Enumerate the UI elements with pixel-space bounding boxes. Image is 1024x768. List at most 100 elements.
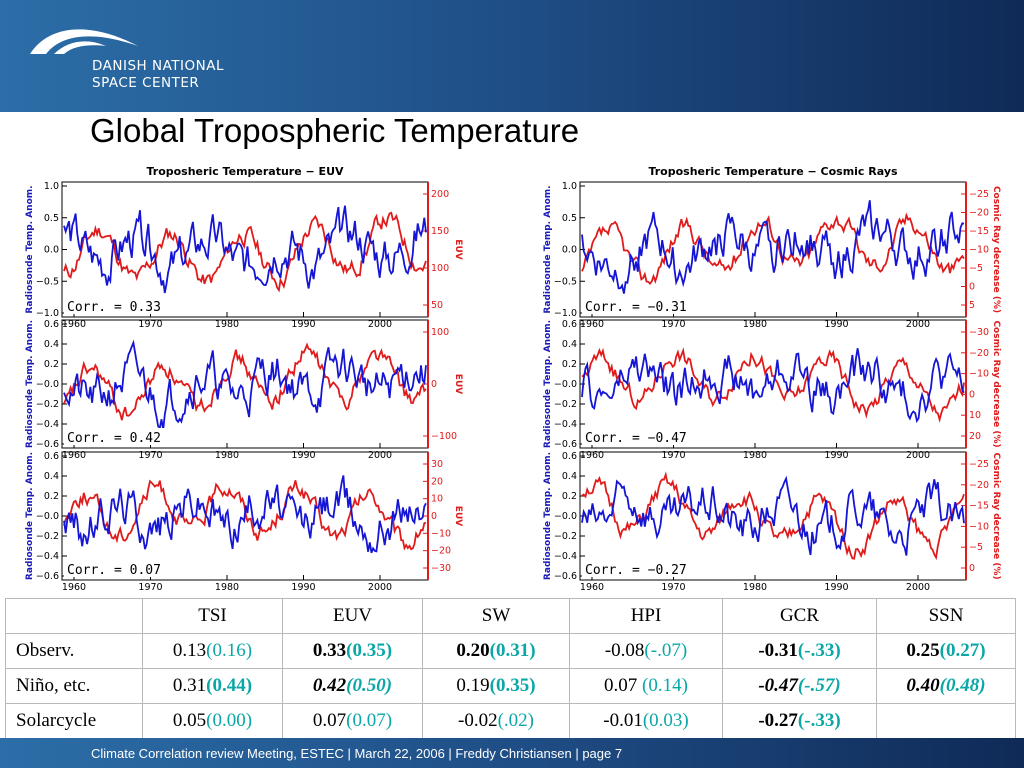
table-cell: 0.25(0.27) [876,633,1016,669]
x-tick-label: 1970 [661,450,685,461]
right-tick-label: 200 [431,189,449,200]
left-tick-label: 0.4 [562,339,577,350]
cell-paren-value: (.02) [497,710,534,731]
left-tick-label: −0.0 [36,379,59,390]
right-tick-label: 5 [969,300,975,311]
proxy-series-line [581,212,965,285]
x-tick-label: 2000 [906,450,930,461]
cell-paren-value: (0.27) [939,640,986,661]
x-tick-label: 1970 [138,582,162,593]
observed-series-line [581,200,965,294]
y-right-axis-label: EUV [453,374,463,394]
left-tick-label: −0.6 [36,571,59,582]
y-left-axis-label: Radiosonde Temp. Anom. [25,320,35,448]
observed-series-line [63,475,427,554]
x-tick-label: 1980 [743,582,767,593]
table-header-cell: HPI [569,598,723,634]
observed-series-line [63,339,427,430]
table-header-cell: SW [422,598,570,634]
cell-value: 0.42 [312,675,347,696]
panel-frame [579,181,967,318]
header-banner: DANISH NATIONAL SPACE CENTER [0,0,1024,112]
x-tick-label: 1990 [824,450,848,461]
table-cell: -0.01(0.03) [569,703,723,739]
corr-label-bg [64,560,176,577]
figure-panel: 1.0 0.5 0.0 −0.5 −1.0 200 150 100 50 Radiosonde T… [25,181,463,330]
footer-bar: Climate Correlation review Meeting, ESTE… [0,738,1024,768]
right-tick-label: −20 [431,546,451,557]
cell-paren-value: (0.16) [206,640,253,661]
x-tick-label: 1960 [580,450,604,461]
figure-euv: Troposheric Temperature − EUV 1.0 0.5 0.0 −0… [18,160,468,598]
left-tick-label: −0.2 [36,531,59,542]
left-tick-label: 0.4 [44,471,59,482]
table-cell: 0.05(0.00) [142,703,283,739]
proxy-series-line [63,342,427,421]
table-header-cell: EUV [282,598,423,634]
x-tick-label: 1990 [824,319,848,330]
x-tick-label: 1960 [62,450,86,461]
left-tick-label: −0.5 [36,276,59,287]
left-tick-label: −0.0 [554,511,577,522]
org-name: DANISH NATIONAL SPACE CENTER [92,58,224,92]
x-tick-label: 1970 [661,319,685,330]
cell-value: 0.31 [172,675,207,696]
left-tick-label: −1.0 [36,308,59,319]
x-tick-label: 2000 [906,582,930,593]
y-left-axis-label: Radiosonde Temp. Anom. [543,185,553,313]
correlation-label: Corr. = −0.27 [585,563,687,578]
left-tick-label: 0.2 [562,491,577,502]
figure-panel: 0.6 0.4 0.2 −0.0 −0.2 −0.4 −0.6 30 20 10 0 −10 −20 −3… [25,451,463,593]
table-cell: 0.31(0.44) [142,668,283,704]
left-tick-label: −0.6 [554,439,577,450]
cell-value: -0.08 [604,640,645,661]
left-tick-label: −0.2 [36,399,59,410]
cell-paren-value: (0.50) [346,675,393,696]
figure-cosmic-rays-svg: Troposheric Temperature − Cosmic Rays 1.0… [543,165,1001,593]
cell-value: 0.25 [906,640,940,661]
cell-paren-value: (-.33) [797,710,841,731]
left-tick-label: 1.0 [562,181,577,192]
cell-value: 0.33 [312,640,347,661]
left-tick-label: 0.4 [562,471,577,482]
figure-euv-svg: Troposheric Temperature − EUV 1.0 0.5 0.0 −0… [25,165,463,593]
left-tick-label: −0.2 [554,399,577,410]
cell-paren-value: (0.35) [489,675,536,696]
y-left-axis-label: Radiosonde Temp. Anom. [543,320,553,448]
right-tick-label: −10 [969,521,989,532]
cell-paren-value: (0.48) [939,675,986,696]
x-tick-label: 1990 [291,582,315,593]
footer-text: Climate Correlation review Meeting, ESTE… [91,746,623,761]
cell-paren-value: (0.03) [642,710,689,731]
corr-label-bg [64,428,176,445]
cell-paren-value: (0.35) [346,640,393,661]
observed-series-line [63,205,427,294]
right-tick-label: 100 [431,327,449,338]
cell-value: -0.27 [758,710,798,731]
right-tick-label: 0 [969,563,975,574]
cell-value: 0.05 [172,710,207,731]
left-tick-label: −0.4 [36,551,59,562]
left-tick-label: 0.5 [44,213,59,224]
left-tick-label: 0.2 [44,491,59,502]
cell-value: 0.13 [172,640,207,661]
x-tick-label: 1980 [743,450,767,461]
x-tick-label: 1980 [743,319,767,330]
y-right-axis-label: Cosmic Ray decrease (%) [991,320,1001,447]
right-tick-label: −25 [969,459,989,470]
left-tick-label: −0.4 [554,551,577,562]
table-cell: -0.27(-.33) [722,703,877,739]
right-tick-label: −30 [431,563,451,574]
left-tick-label: 0.0 [562,245,577,256]
proxy-series-line [63,211,427,293]
x-tick-label: 2000 [906,319,930,330]
x-tick-label: 1960 [580,319,604,330]
table-header-cell: GCR [722,598,877,634]
x-tick-label: 1970 [138,450,162,461]
left-tick-label: 0.6 [44,451,59,462]
figure-panel: 0.6 0.4 0.2 −0.0 −0.2 −0.4 −0.6 100 0 −100 Radioso… [25,319,463,461]
right-tick-label: −5 [969,542,983,553]
table-cell: -0.31(-.33) [722,633,877,669]
figure-panel: 0.6 0.4 0.2 −0.0 −0.2 −0.4 −0.6 −30 −20 −10 0 10 20 R… [543,319,1001,461]
x-tick-label: 2000 [368,450,392,461]
